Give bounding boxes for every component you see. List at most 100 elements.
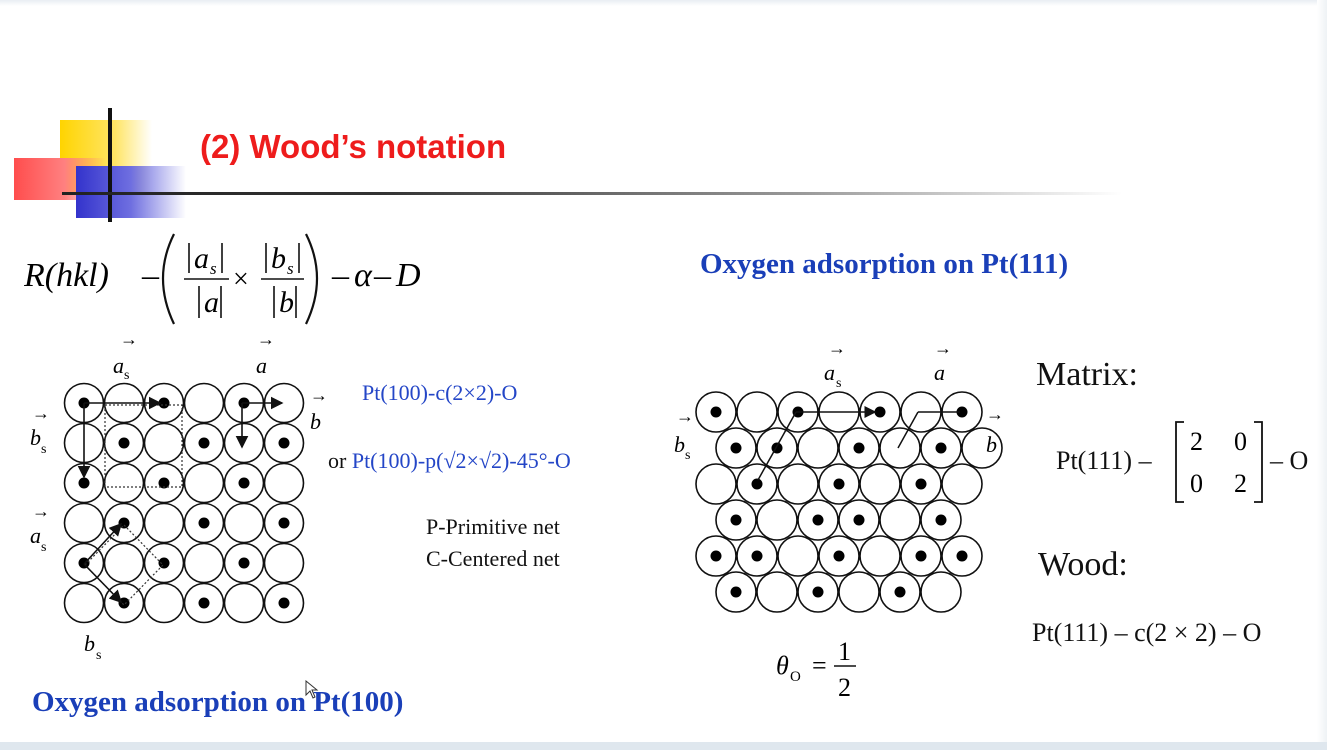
pt100-lattice-diagram: → a s → a → b → b s → a s b s (30, 335, 328, 663)
oxygen-adatom (118, 517, 130, 529)
label-as-left: a (30, 523, 41, 548)
oxygen-adatom (833, 478, 845, 490)
svg-text:→: → (32, 403, 50, 423)
pt-atom (223, 422, 265, 464)
oxygen-adatom (158, 397, 170, 409)
matrix-suffix: – O (1270, 446, 1309, 475)
svg-text:→: → (986, 404, 1004, 424)
centered-net-label: C-Centered net (426, 546, 560, 571)
svg-text:–: – (373, 257, 392, 294)
pt-atom (183, 542, 225, 584)
oxygen-adatom (812, 514, 824, 526)
pt100-or-text: or (328, 448, 352, 473)
formula-a: a (204, 286, 219, 319)
wood-expression: Pt(111) – c(2 × 2) – O (1032, 618, 1262, 647)
oxygen-adatom (956, 550, 968, 562)
pt100-c2x2-label: Pt(100)-c(2×2)-O (362, 380, 518, 405)
label-as-111-sub: s (836, 376, 841, 391)
pt-atom (879, 427, 921, 469)
oxygen-adatom (853, 514, 865, 526)
oxygen-adatom (730, 442, 742, 454)
pt-atom (183, 382, 225, 424)
oxygen-adatom (198, 517, 210, 529)
oxygen-adatom (751, 550, 763, 562)
pt-atom (736, 391, 778, 433)
label-bs-111: b (674, 432, 685, 457)
label-bs-left: b (30, 425, 41, 450)
pt-atom (143, 502, 185, 544)
pt111-lattice-diagram: → a s → a → b → b s (674, 340, 1004, 613)
oxygen-adatom (751, 478, 763, 490)
oxygen-adatom (874, 406, 886, 418)
matrix-label: Matrix: (1036, 356, 1138, 393)
pt-atom (183, 462, 225, 504)
formula-D: D (395, 257, 421, 294)
formula-alpha: α (354, 257, 373, 294)
pt-atom (143, 422, 185, 464)
pt100-heading: Oxygen adsorption on Pt(100) (32, 686, 404, 718)
oxygen-adatom (78, 477, 90, 489)
label-a: a (256, 353, 267, 378)
wood-matrix: 2 0 0 2 (1175, 421, 1263, 503)
formula-as: a (194, 242, 209, 275)
formula-bs-sub: s (287, 259, 294, 278)
oxygen-adatom (710, 406, 722, 418)
oxygen-adatom (956, 406, 968, 418)
svg-text:→: → (257, 335, 275, 349)
primitive-net-label: P-Primitive net (426, 514, 560, 539)
wood-label: Wood: (1038, 546, 1128, 583)
pt-atom (941, 463, 983, 505)
pt-atom (103, 542, 145, 584)
pt-atom (143, 582, 185, 624)
pt-atom (695, 463, 737, 505)
pt100-p-label-line: or Pt(100)-p(√2×√2)-45°-O (328, 448, 571, 474)
pt-atom (859, 463, 901, 505)
window-top-edge (0, 0, 1327, 6)
label-bs-left-sub: s (41, 442, 46, 457)
oxygen-adatom (894, 586, 906, 598)
oxygen-adatom (158, 477, 170, 489)
matrix-cell-11: 2 (1190, 427, 1203, 456)
svg-text:×: × (233, 264, 249, 295)
primitive-cell-outline (104, 404, 183, 488)
oxygen-adatom (833, 550, 845, 562)
vector-bs-111 (757, 411, 797, 481)
pt-atom (263, 542, 305, 584)
coverage-theta: θ (776, 651, 789, 680)
coverage-sub: O (790, 669, 801, 685)
svg-text:→: → (934, 340, 952, 358)
window-bottom-edge (0, 742, 1327, 750)
oxygen-adatom (853, 442, 865, 454)
pt-atom (961, 427, 1003, 469)
rotated-cell-outline (84, 524, 164, 606)
oxygen-adatom (238, 557, 250, 569)
oxygen-adatom (198, 597, 210, 609)
label-as-top: a (113, 353, 124, 378)
pt-atom (63, 502, 105, 544)
coverage-den: 2 (838, 673, 851, 702)
oxygen-adatom (915, 478, 927, 490)
oxygen-adatom (158, 557, 170, 569)
pt-atom (920, 571, 962, 613)
pt-atom (756, 499, 798, 541)
pt-atom (777, 535, 819, 577)
pt-atom (63, 582, 105, 624)
pt-atom (879, 499, 921, 541)
oxygen-adatom (935, 442, 947, 454)
wood-notation-formula: R(hkl) – a s a × b s b – α – D (24, 233, 421, 325)
header-rule (62, 192, 1122, 195)
formula-b: b (279, 286, 294, 319)
oxygen-adatom (238, 477, 250, 489)
oxygen-adatom (730, 514, 742, 526)
oxygen-adatom (278, 597, 290, 609)
pt-atom (859, 535, 901, 577)
pt-atom (797, 427, 839, 469)
pt-atom (263, 462, 305, 504)
matrix-cell-22: 2 (1234, 469, 1247, 498)
label-as-111: a (824, 360, 835, 385)
vector-b-111 (897, 411, 919, 449)
oxygen-adatom (278, 437, 290, 449)
matrix-prefix: Pt(111) – (1056, 446, 1152, 475)
label-bs-bottom-sub: s (96, 648, 101, 663)
matrix-cell-21: 0 (1190, 469, 1203, 498)
